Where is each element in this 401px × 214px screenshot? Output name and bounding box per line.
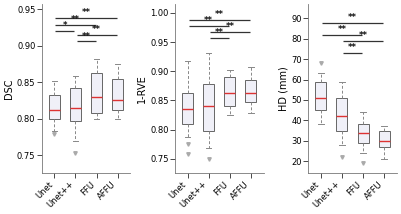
PathPatch shape bbox=[315, 82, 326, 110]
Text: **: ** bbox=[225, 22, 234, 31]
Y-axis label: 1-RVE: 1-RVE bbox=[138, 74, 148, 103]
Text: **: ** bbox=[348, 13, 357, 22]
Y-axis label: HD (mm): HD (mm) bbox=[278, 66, 288, 111]
Text: **: ** bbox=[81, 31, 91, 40]
PathPatch shape bbox=[224, 77, 235, 106]
PathPatch shape bbox=[203, 84, 214, 131]
PathPatch shape bbox=[49, 95, 60, 119]
PathPatch shape bbox=[379, 131, 390, 147]
PathPatch shape bbox=[112, 79, 123, 110]
PathPatch shape bbox=[358, 124, 369, 143]
PathPatch shape bbox=[91, 73, 102, 113]
Text: **: ** bbox=[337, 25, 346, 34]
Text: **: ** bbox=[215, 10, 224, 19]
Text: **: ** bbox=[358, 31, 368, 40]
Text: **: ** bbox=[71, 15, 80, 24]
Y-axis label: DSC: DSC bbox=[4, 79, 14, 99]
Text: **: ** bbox=[348, 43, 357, 52]
PathPatch shape bbox=[245, 80, 257, 102]
Text: **: ** bbox=[92, 25, 101, 34]
PathPatch shape bbox=[70, 88, 81, 121]
PathPatch shape bbox=[336, 98, 347, 131]
Text: **: ** bbox=[215, 28, 224, 37]
Text: *: * bbox=[63, 21, 67, 30]
Text: **: ** bbox=[204, 16, 213, 25]
Text: **: ** bbox=[81, 8, 91, 17]
PathPatch shape bbox=[182, 93, 193, 124]
